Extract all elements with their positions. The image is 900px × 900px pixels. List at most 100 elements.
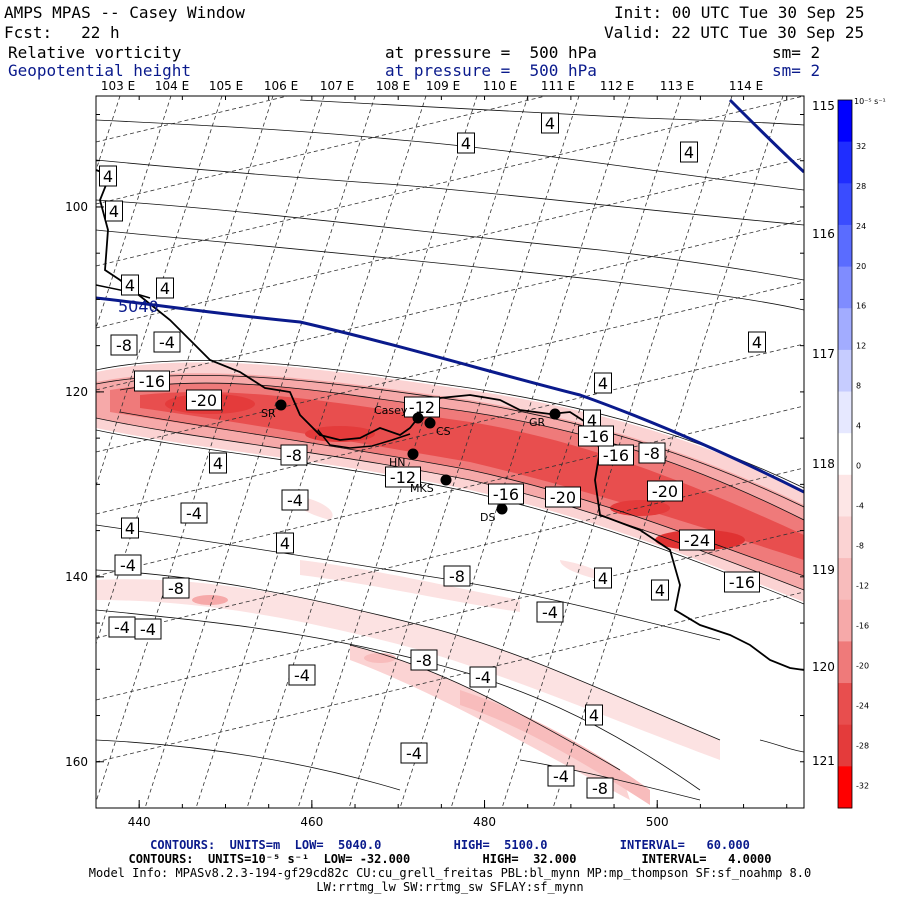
- contour-label-box: [679, 529, 715, 551]
- y-tick-label: 100: [65, 200, 88, 214]
- graticule: [96, 0, 804, 808]
- colorbar-level-label: -8: [856, 542, 864, 551]
- contour-label-text: -4: [120, 556, 136, 575]
- contour-label-box: [400, 742, 428, 764]
- top-lon-label: 103 E: [101, 79, 135, 93]
- meridian-line: [96, 157, 804, 329]
- contour-label-text: -4: [140, 620, 156, 639]
- x-tick-label: 460: [300, 815, 323, 829]
- top-lon-label: 104 E: [155, 79, 189, 93]
- contour-label-text: 4: [589, 706, 599, 725]
- colorbar-level-label: -12: [856, 582, 869, 591]
- map-title: AMPS MPAS -- Casey Window: [4, 3, 245, 22]
- contour-label-box: [99, 165, 117, 187]
- contour-label-box: [594, 567, 612, 589]
- footer-vorticity-contours: CONTOURS: UNITS=10⁻⁵ s⁻¹ LOW= -32.000 HI…: [128, 852, 772, 866]
- contour-label-box: [121, 517, 139, 539]
- colorbar-swatch: [838, 183, 852, 226]
- contour-label-box: [153, 331, 181, 353]
- contour-label-text: 4: [587, 411, 597, 430]
- meridian-line: [399, 96, 631, 808]
- contour-label-text: -16: [139, 372, 165, 391]
- stations-layer: SR Casey CS GR HN MKS DS: [261, 399, 561, 524]
- field2-level: at pressure = 500 hPa: [385, 61, 597, 80]
- top-lon-label: 110 E: [483, 79, 517, 93]
- colorbar-level-label: 16: [856, 302, 866, 311]
- contour-label-box: [186, 389, 222, 411]
- contour-label-box: [288, 664, 316, 686]
- top-lon-label: 108 E: [376, 79, 410, 93]
- colorbar: 32 28 24 20 16 12 8 4 0 -4 -8 -12 -16 -20 -24 -28 -32 10⁻…: [837, 97, 886, 809]
- contour-label-box: [180, 502, 208, 524]
- contour-label-text: -20: [191, 391, 217, 410]
- field1-name: Relative vorticity: [8, 43, 182, 62]
- colorbar-swatch: [838, 100, 852, 143]
- contour-label-text: -16: [493, 485, 519, 504]
- top-lon-label: 113 E: [660, 79, 694, 93]
- contour-label-text: 4: [280, 534, 290, 553]
- station-marker: [440, 474, 452, 486]
- contour-label-box: [594, 372, 612, 394]
- station-marker: [549, 408, 561, 420]
- meridian-line: [348, 96, 580, 808]
- meridian-line: [96, 96, 223, 488]
- contour-label-text: 4: [598, 374, 608, 393]
- contour-label-text: -16: [729, 573, 755, 592]
- footer-model-info: Model Info: MPASv8.2.3-194-gf29cd82c CU:…: [88, 866, 812, 880]
- field2-name: Geopotential height: [8, 61, 192, 80]
- meridian-line: [96, 96, 325, 804]
- contour-label-text: -8: [592, 779, 608, 798]
- meridian-line: [96, 591, 804, 763]
- meridian-line: [96, 96, 274, 646]
- y-tick-label: 160: [65, 755, 88, 769]
- station-label: Casey: [374, 404, 408, 417]
- contour-label-text: -8: [416, 651, 432, 670]
- station-label: DS: [480, 511, 495, 524]
- top-lon-label: 105 E: [209, 79, 243, 93]
- colorbar-swatch: [838, 391, 852, 434]
- meridian-line: [96, 529, 804, 701]
- colorbar-swatch: [838, 516, 852, 559]
- colorbar-swatch: [838, 683, 852, 726]
- station-marker: [275, 399, 287, 411]
- footer-height-contours: CONTOURS: UNITS=m LOW= 5040.0 HIGH= 5100…: [150, 838, 750, 852]
- contour-label-box: [651, 579, 669, 601]
- contour-label-text: -4: [186, 504, 202, 523]
- contour-label-text: -4: [475, 668, 491, 687]
- contour-label-text: -4: [406, 744, 422, 763]
- height-contour-5040: [96, 296, 804, 494]
- y-tick-label: 140: [65, 570, 88, 584]
- contour-label-text: -4: [287, 491, 303, 510]
- contour-label-text: -16: [603, 446, 629, 465]
- top-lon-label: 114 E: [729, 79, 763, 93]
- contour-label-text: -8: [168, 579, 184, 598]
- contour-label-text: 4: [461, 134, 471, 153]
- contour-label-box: [457, 132, 475, 154]
- contour-label-text: 4: [684, 143, 694, 162]
- contour-label-text: -20: [550, 488, 576, 507]
- top-lon-label: 109 E: [426, 79, 460, 93]
- footer-model-info-2: LW:rrtmg_lw SW:rrtmg_sw SFLAY:sf_mynn: [316, 880, 584, 894]
- contour-label-box: [276, 532, 294, 554]
- colorbar-unit: 10⁻⁵ s⁻¹: [854, 97, 886, 106]
- station-label: SR: [261, 407, 276, 420]
- contour-label-box: [209, 452, 227, 474]
- colorbar-level-label: -28: [856, 742, 869, 751]
- colorbar-level-label: -32: [856, 782, 869, 791]
- station-label: HN: [389, 456, 406, 469]
- contour-label-text: 4: [213, 454, 223, 473]
- contour-label-box: [443, 565, 471, 587]
- meridian-line: [96, 0, 804, 80]
- colorbar-level-label: 28: [856, 182, 866, 191]
- colorbar-swatch: [838, 224, 852, 268]
- contour-label-box: [469, 666, 497, 688]
- contour-label-text: -4: [294, 666, 310, 685]
- contour-label-box: [280, 444, 308, 466]
- colorbar-swatch: [838, 724, 852, 767]
- colorbar-swatch: [838, 641, 852, 684]
- colorbar-swatch: [838, 558, 852, 601]
- meridian-line: [552, 96, 784, 808]
- station-marker: [424, 417, 436, 429]
- contour-label-text: -8: [449, 567, 465, 586]
